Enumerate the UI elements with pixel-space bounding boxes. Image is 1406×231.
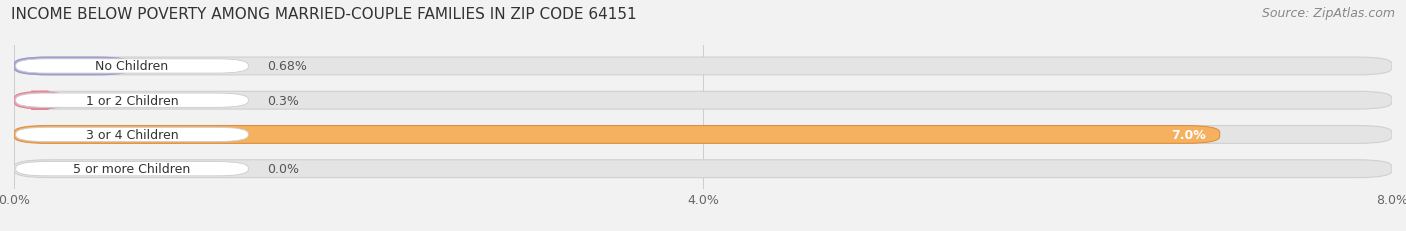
Text: 7.0%: 7.0% (1171, 128, 1206, 141)
FancyBboxPatch shape (14, 160, 1392, 178)
FancyBboxPatch shape (14, 92, 66, 110)
Text: 3 or 4 Children: 3 or 4 Children (86, 128, 179, 141)
Text: 1 or 2 Children: 1 or 2 Children (86, 94, 179, 107)
FancyBboxPatch shape (15, 162, 249, 176)
FancyBboxPatch shape (14, 92, 1392, 110)
FancyBboxPatch shape (15, 128, 249, 142)
FancyBboxPatch shape (14, 58, 131, 76)
Text: 5 or more Children: 5 or more Children (73, 162, 191, 175)
Text: No Children: No Children (96, 60, 169, 73)
Text: 0.3%: 0.3% (267, 94, 299, 107)
FancyBboxPatch shape (14, 126, 1219, 144)
Text: 0.68%: 0.68% (267, 60, 307, 73)
Text: INCOME BELOW POVERTY AMONG MARRIED-COUPLE FAMILIES IN ZIP CODE 64151: INCOME BELOW POVERTY AMONG MARRIED-COUPL… (11, 7, 637, 22)
FancyBboxPatch shape (14, 126, 1392, 144)
Text: 0.0%: 0.0% (267, 162, 299, 175)
FancyBboxPatch shape (14, 58, 1392, 76)
Text: Source: ZipAtlas.com: Source: ZipAtlas.com (1261, 7, 1395, 20)
FancyBboxPatch shape (15, 94, 249, 108)
FancyBboxPatch shape (15, 60, 249, 74)
